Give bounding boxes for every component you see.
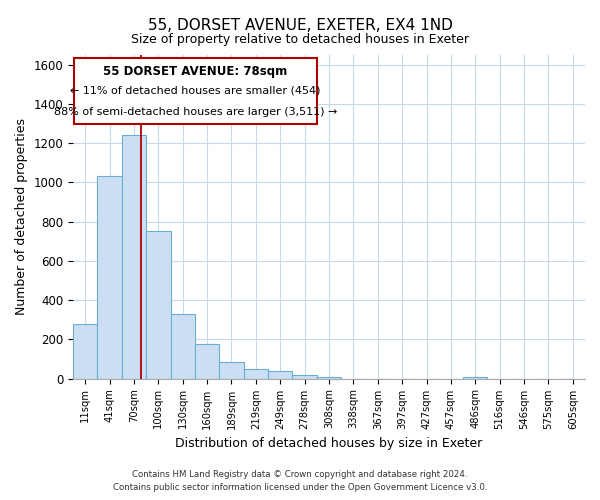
Bar [292,374,317,378]
Text: 55, DORSET AVENUE, EXETER, EX4 1ND: 55, DORSET AVENUE, EXETER, EX4 1ND [148,18,452,32]
Bar [97,176,122,378]
Bar [73,324,97,378]
Bar [317,376,341,378]
Bar [244,369,268,378]
Text: 88% of semi-detached houses are larger (3,511) →: 88% of semi-detached houses are larger (… [54,106,337,117]
Y-axis label: Number of detached properties: Number of detached properties [15,118,28,316]
Bar [146,230,170,378]
Bar [220,362,244,378]
Text: 55 DORSET AVENUE: 78sqm: 55 DORSET AVENUE: 78sqm [103,66,287,78]
Text: Size of property relative to detached houses in Exeter: Size of property relative to detached ho… [131,32,469,46]
Bar [268,371,292,378]
Bar [463,377,487,378]
FancyBboxPatch shape [74,58,317,124]
Text: ← 11% of detached houses are smaller (454): ← 11% of detached houses are smaller (45… [70,86,321,96]
X-axis label: Distribution of detached houses by size in Exeter: Distribution of detached houses by size … [175,437,482,450]
Text: Contains HM Land Registry data © Crown copyright and database right 2024.
Contai: Contains HM Land Registry data © Crown c… [113,470,487,492]
Bar [122,136,146,378]
Bar [195,344,220,378]
Bar [170,314,195,378]
